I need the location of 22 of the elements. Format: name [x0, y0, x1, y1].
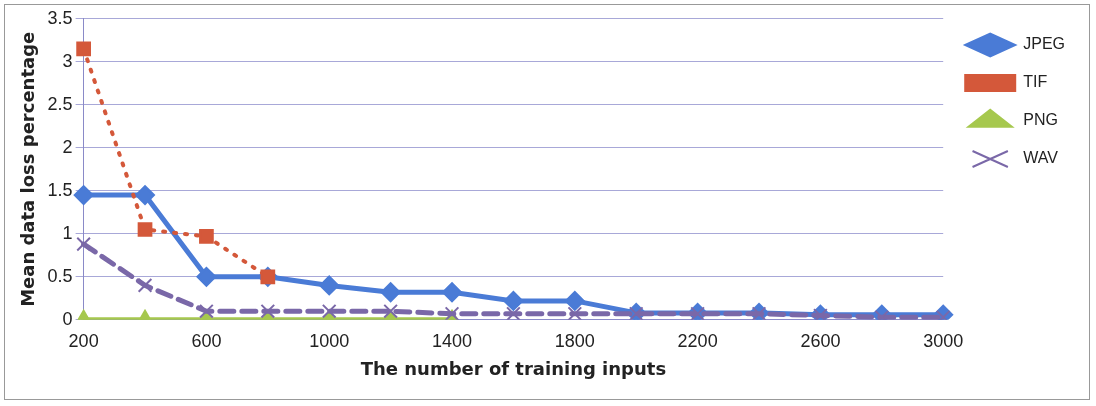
y-axis-title: Mean data loss percentage [17, 31, 39, 307]
y-tick-label: 2.5 [47, 93, 73, 114]
x-tick-label: 3000 [923, 330, 964, 351]
y-tick-label: 1 [62, 222, 73, 243]
y-tick-label: 0 [62, 308, 73, 329]
legend-label: WAV [1023, 149, 1059, 167]
x-tick-label: 2200 [677, 330, 718, 351]
x-tick-label: 1000 [309, 330, 350, 351]
y-tick-label: 1.5 [47, 179, 73, 200]
y-tick-label: 2 [62, 136, 73, 157]
x-tick-label: 200 [68, 330, 99, 351]
x-tick-label: 600 [191, 330, 222, 351]
x-tick-label: 1800 [554, 330, 595, 351]
x-tick-label: 2600 [800, 330, 841, 351]
x-axis-title: The number of training inputs [360, 357, 667, 379]
legend-label: TIF [1023, 73, 1048, 91]
legend-label: JPEG [1023, 35, 1066, 53]
y-tick-label: 0.5 [47, 265, 73, 286]
y-tick-label: 3.5 [47, 7, 73, 28]
x-tick-label: 1400 [431, 330, 473, 351]
y-tick-label: 3 [62, 50, 73, 71]
legend-label: PNG [1023, 111, 1058, 129]
